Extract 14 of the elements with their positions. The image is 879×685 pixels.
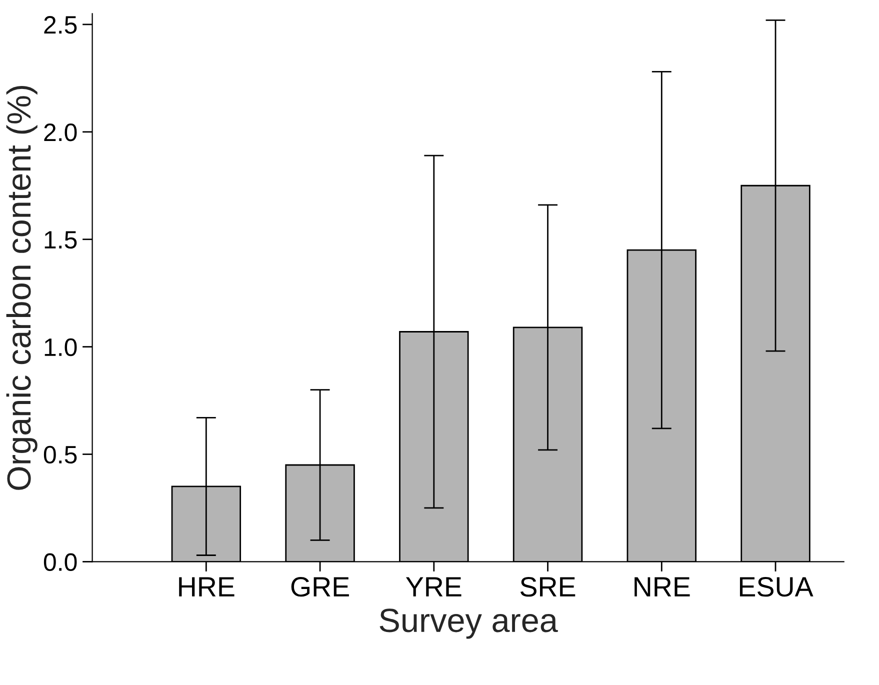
y-tick-label: 2.0	[44, 124, 77, 142]
y-tick-label: 0.5	[44, 446, 77, 464]
x-tick-label: NRE	[634, 577, 690, 596]
y-axis-title: Organic carbon content (%)	[6, 86, 38, 490]
x-tick-label: YRE	[406, 577, 462, 596]
x-tick-label: GRE	[291, 577, 349, 597]
y-tick-label: 1.5	[44, 231, 77, 249]
x-tick-label: SRE	[520, 577, 576, 597]
y-tick-label: 1.0	[44, 338, 77, 356]
x-tick-label: ESUA	[740, 577, 814, 597]
y-tick-label: 2.5	[44, 16, 77, 34]
y-tick-label: 0.0	[44, 553, 77, 572]
x-axis-title: Survey area	[380, 608, 558, 639]
x-tick-label: HRE	[179, 577, 234, 596]
